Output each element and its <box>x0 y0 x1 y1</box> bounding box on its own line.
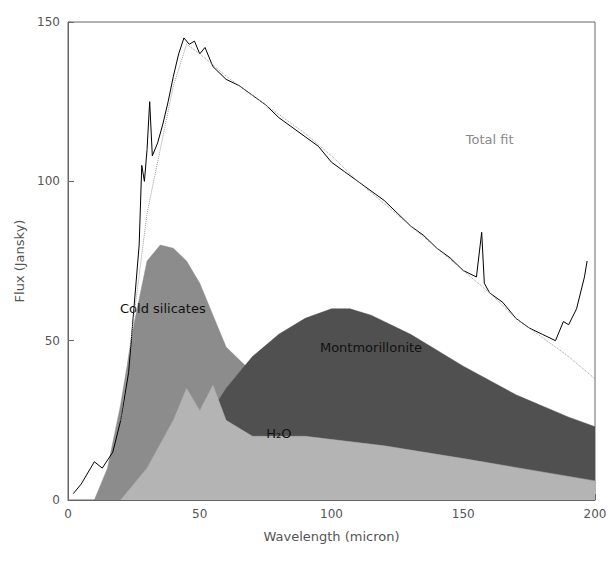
svg-text:150: 150 <box>452 507 475 521</box>
svg-text:Total fit: Total fit <box>465 132 514 147</box>
svg-text:100: 100 <box>320 507 343 521</box>
svg-text:H₂O: H₂O <box>266 426 291 441</box>
svg-text:0: 0 <box>64 507 72 521</box>
svg-text:50: 50 <box>192 507 207 521</box>
svg-text:Cold silicates: Cold silicates <box>120 301 206 316</box>
svg-text:Wavelength (micron): Wavelength (micron) <box>263 529 399 544</box>
svg-text:Montmorillonite: Montmorillonite <box>320 340 422 355</box>
svg-text:200: 200 <box>584 507 607 521</box>
svg-text:100: 100 <box>37 174 60 188</box>
svg-text:0: 0 <box>52 493 60 507</box>
svg-text:150: 150 <box>37 15 60 29</box>
svg-text:50: 50 <box>45 334 60 348</box>
svg-text:Flux (Jansky): Flux (Jansky) <box>12 220 27 303</box>
